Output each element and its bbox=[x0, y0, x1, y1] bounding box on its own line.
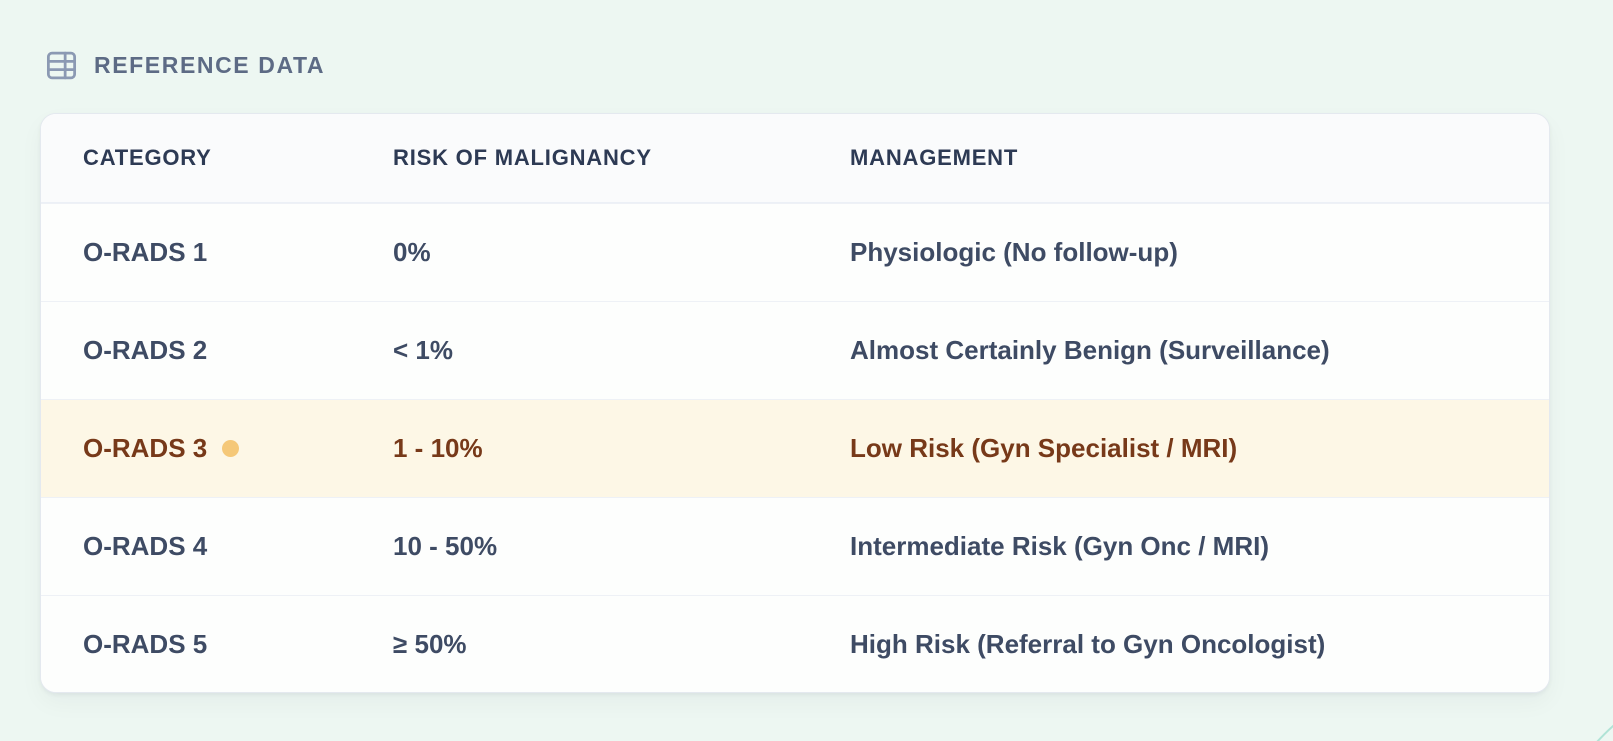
management-cell: Physiologic (No follow-up) bbox=[850, 237, 1178, 267]
column-header-management: MANAGEMENT bbox=[850, 145, 1019, 170]
risk-cell: 1 - 10% bbox=[393, 433, 483, 463]
highlight-dot-icon bbox=[222, 440, 240, 457]
risk-cell: 10 - 50% bbox=[393, 531, 498, 561]
table-row: O-RADS 4 10 - 50% Intermediate Risk (Gyn… bbox=[41, 497, 1549, 595]
panel-header: REFERENCE DATA bbox=[44, 48, 325, 83]
category-cell: O-RADS 4 bbox=[83, 531, 208, 561]
table-row: O-RADS 2 < 1% Almost Certainly Benign (S… bbox=[41, 301, 1549, 399]
management-cell: High Risk (Referral to Gyn Oncologist) bbox=[850, 629, 1326, 659]
category-label: O-RADS 3 bbox=[83, 433, 208, 463]
panel-title: REFERENCE DATA bbox=[94, 52, 326, 78]
risk-cell: < 1% bbox=[393, 335, 453, 365]
management-cell: Intermediate Risk (Gyn Onc / MRI) bbox=[850, 531, 1269, 561]
column-header-category: CATEGORY bbox=[83, 145, 212, 170]
risk-cell: ≥ 50% bbox=[393, 629, 467, 659]
management-cell: Low Risk (Gyn Specialist / MRI) bbox=[850, 433, 1238, 463]
category-cell: O-RADS 1 bbox=[83, 237, 208, 267]
category-cell: O-RADS 3 bbox=[83, 433, 393, 464]
table-header-row: CATEGORY RISK OF MALIGNANCY MANAGEMENT bbox=[41, 114, 1549, 203]
reference-table-card: CATEGORY RISK OF MALIGNANCY MANAGEMENT O… bbox=[40, 113, 1550, 693]
risk-cell: 0% bbox=[393, 237, 431, 267]
column-header-risk: RISK OF MALIGNANCY bbox=[393, 145, 652, 170]
table-row: O-RADS 5 ≥ 50% High Risk (Referral to Gy… bbox=[41, 595, 1549, 692]
category-cell: O-RADS 5 bbox=[83, 629, 208, 659]
table-row-highlighted: O-RADS 3 1 - 10% Low Risk (Gyn Specialis… bbox=[41, 399, 1549, 497]
management-cell: Almost Certainly Benign (Surveillance) bbox=[850, 335, 1330, 365]
category-cell: O-RADS 2 bbox=[83, 335, 208, 365]
corner-accent-arc bbox=[1545, 675, 1613, 741]
table-row: O-RADS 1 0% Physiologic (No follow-up) bbox=[41, 203, 1549, 301]
table-icon bbox=[46, 51, 77, 80]
